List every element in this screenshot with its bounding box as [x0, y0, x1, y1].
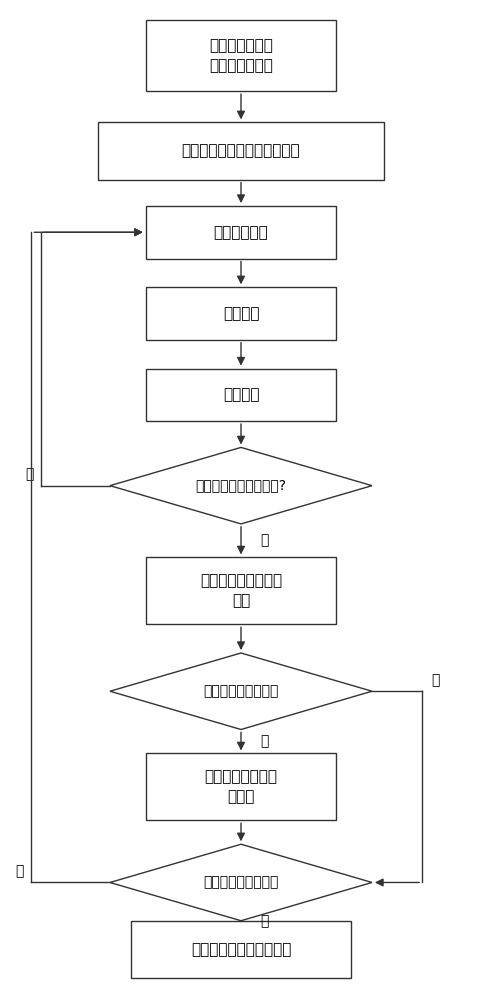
Text: 是否满足更新条件？: 是否满足更新条件？ [203, 684, 279, 698]
Bar [146, 557, 336, 624]
Text: 粒子种群是否运行完毕?: 粒子种群是否运行完毕? [196, 479, 286, 493]
Text: 变异运算: 变异运算 [223, 387, 259, 402]
Polygon shape [110, 844, 372, 921]
Bar [132, 921, 350, 978]
Polygon shape [110, 653, 372, 729]
Text: 子种群间信息交互
和更新: 子种群间信息交互 和更新 [204, 769, 278, 804]
Bar [146, 753, 336, 820]
Text: 选择粒子种群: 选择粒子种群 [214, 225, 268, 240]
Text: 输出充电设备的最优配置: 输出充电设备的最优配置 [191, 942, 291, 957]
Bar [146, 287, 336, 340]
Bar [146, 369, 336, 421]
Text: 否: 否 [25, 467, 33, 481]
Bar [146, 206, 336, 259]
Text: 是: 是 [260, 734, 268, 748]
Polygon shape [110, 447, 372, 524]
Text: 是: 是 [260, 534, 268, 548]
Bar [98, 122, 384, 180]
Text: 是: 是 [260, 914, 268, 928]
Text: 计算粒子种群的适应度并排序: 计算粒子种群的适应度并排序 [182, 143, 300, 158]
Bar [146, 20, 336, 91]
Text: 交叉运算: 交叉运算 [223, 306, 259, 321]
Text: 否: 否 [15, 864, 24, 878]
Text: 更新子种群并计算适
应度: 更新子种群并计算适 应度 [200, 573, 282, 608]
Text: 否: 否 [431, 673, 440, 687]
Text: 初始化运行参数
初始化粒子种群: 初始化运行参数 初始化粒子种群 [209, 38, 273, 73]
Text: 是否满足约束条件？: 是否满足约束条件？ [203, 875, 279, 889]
